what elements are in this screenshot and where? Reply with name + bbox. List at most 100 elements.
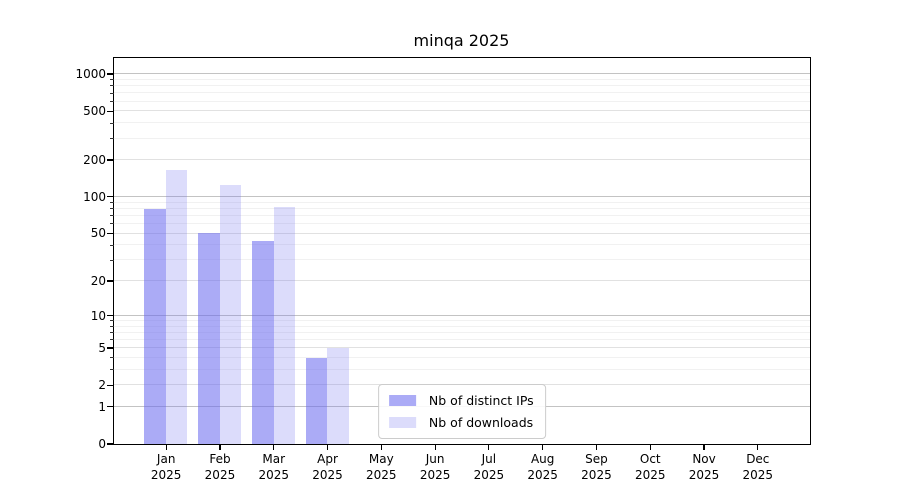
gridline-minor: [113, 207, 810, 209]
y-minor-tick-mark: [110, 369, 114, 371]
legend-label-downloads: Nb of downloads: [428, 414, 534, 430]
y-minor-tick-mark: [110, 208, 114, 210]
x-tick-mark: [649, 444, 651, 450]
chart-title: minqa 2025: [413, 31, 510, 50]
x-tick-label: Feb 2025: [204, 452, 236, 482]
y-minor-tick-mark: [110, 320, 114, 322]
y-tick-label: 50: [90, 226, 106, 241]
y-tick-label: 1: [98, 399, 106, 414]
y-tick-mark: [106, 196, 114, 198]
y-tick-mark: [106, 110, 114, 112]
gridline-major: [113, 73, 810, 75]
y-tick-mark: [106, 314, 114, 317]
x-tick-label: May 2025: [366, 452, 397, 482]
x-tick-mark: [595, 444, 598, 450]
gridline-minor: [113, 369, 810, 371]
x-tick-label: Sep 2025: [581, 452, 612, 482]
y-minor-tick-mark: [110, 215, 114, 217]
x-tick-mark: [703, 444, 705, 450]
x-tick-mark: [757, 444, 759, 450]
bar-downloads-apr: [327, 347, 349, 444]
legend-label-distinct-ips: Nb of distinct IPs: [428, 392, 534, 408]
x-tick-label: Jun 2025: [419, 452, 451, 482]
y-tick-mark: [106, 73, 114, 75]
legend-item-downloads: Nb of downloads: [388, 414, 534, 430]
y-minor-tick-mark: [110, 79, 114, 81]
gridline-minor: [113, 325, 810, 327]
gridline-major: [113, 314, 810, 316]
gridline-minor: [113, 339, 810, 341]
gridline-major: [113, 196, 810, 198]
bar-distinct-ips-feb: [198, 233, 220, 444]
y-tick-label: 0: [98, 437, 106, 451]
x-tick-mark: [380, 444, 382, 450]
x-tick-label: Nov 2025: [688, 452, 720, 482]
gridline-minor: [113, 331, 810, 333]
y-tick-mark: [106, 280, 114, 282]
y-tick-mark: [106, 232, 114, 235]
x-tick-label: Jul 2025: [473, 452, 505, 482]
y-tick-label: 5: [98, 341, 106, 356]
y-minor-tick-mark: [110, 137, 114, 139]
y-minor-tick-mark: [110, 201, 114, 203]
x-tick-label: Aug 2025: [527, 452, 558, 482]
y-tick-label: 1000: [75, 67, 106, 82]
x-tick-mark: [165, 444, 167, 450]
bar-downloads-feb: [219, 184, 242, 444]
gridline-minor: [113, 92, 810, 94]
legend: Nb of distinct IPs Nb of downloads: [377, 383, 546, 439]
gridline-minor: [113, 357, 810, 359]
gridline-minor: [113, 137, 810, 139]
legend-item-distinct-ips: Nb of distinct IPs: [388, 392, 534, 408]
x-tick-mark: [219, 444, 221, 450]
bar-downloads-mar: [273, 206, 296, 444]
y-minor-tick-mark: [110, 259, 114, 261]
x-tick-label: Jan 2025: [150, 452, 182, 482]
x-tick-mark: [488, 444, 490, 450]
y-minor-tick-mark: [110, 244, 114, 246]
x-tick-label: Oct 2025: [634, 452, 666, 482]
y-tick-label: 20: [90, 273, 106, 288]
gridline: [113, 347, 810, 349]
gridline-minor: [113, 244, 810, 246]
y-tick-label: 500: [83, 104, 106, 119]
y-tick-label: 100: [83, 189, 106, 204]
x-tick-mark: [434, 444, 436, 450]
bar-distinct-ips-mar: [252, 241, 274, 444]
bars-layer: [114, 58, 810, 444]
y-tick-label: 2: [98, 378, 106, 393]
bar-downloads-jan: [165, 170, 188, 444]
y-tick-mark: [106, 443, 114, 445]
legend-swatch-downloads: [388, 417, 416, 428]
gridline-minor: [113, 100, 810, 102]
bar-distinct-ips-apr: [305, 357, 328, 444]
x-tick-mark: [326, 444, 329, 450]
y-tick-mark: [106, 347, 114, 349]
gridline-minor: [113, 320, 810, 321]
y-tick-label: 10: [90, 308, 106, 323]
y-minor-tick-mark: [110, 85, 114, 87]
y-minor-tick-mark: [110, 100, 114, 102]
x-tick-mark: [273, 444, 275, 450]
y-tick-mark: [106, 406, 114, 408]
y-minor-tick-mark: [110, 122, 114, 124]
y-tick-mark: [106, 159, 114, 161]
plot-area: Nb of distinct IPs Nb of downloads: [112, 56, 811, 445]
x-tick-label: Dec 2025: [742, 452, 774, 482]
y-minor-tick-mark: [110, 92, 114, 94]
x-tick-label: Mar 2025: [258, 452, 289, 482]
gridline: [113, 232, 810, 234]
gridline-minor: [113, 122, 810, 124]
gridline-minor: [113, 201, 810, 203]
gridline: [113, 110, 810, 112]
gridline-minor: [113, 78, 810, 80]
gridline-minor: [113, 215, 810, 217]
gridline-minor: [113, 85, 810, 87]
legend-swatch-distinct-ips: [388, 395, 416, 406]
gridline-minor: [113, 223, 810, 225]
y-tick-label: 200: [83, 153, 106, 168]
gridline: [113, 159, 810, 161]
y-minor-tick-mark: [110, 332, 114, 334]
y-minor-tick-mark: [110, 325, 114, 327]
